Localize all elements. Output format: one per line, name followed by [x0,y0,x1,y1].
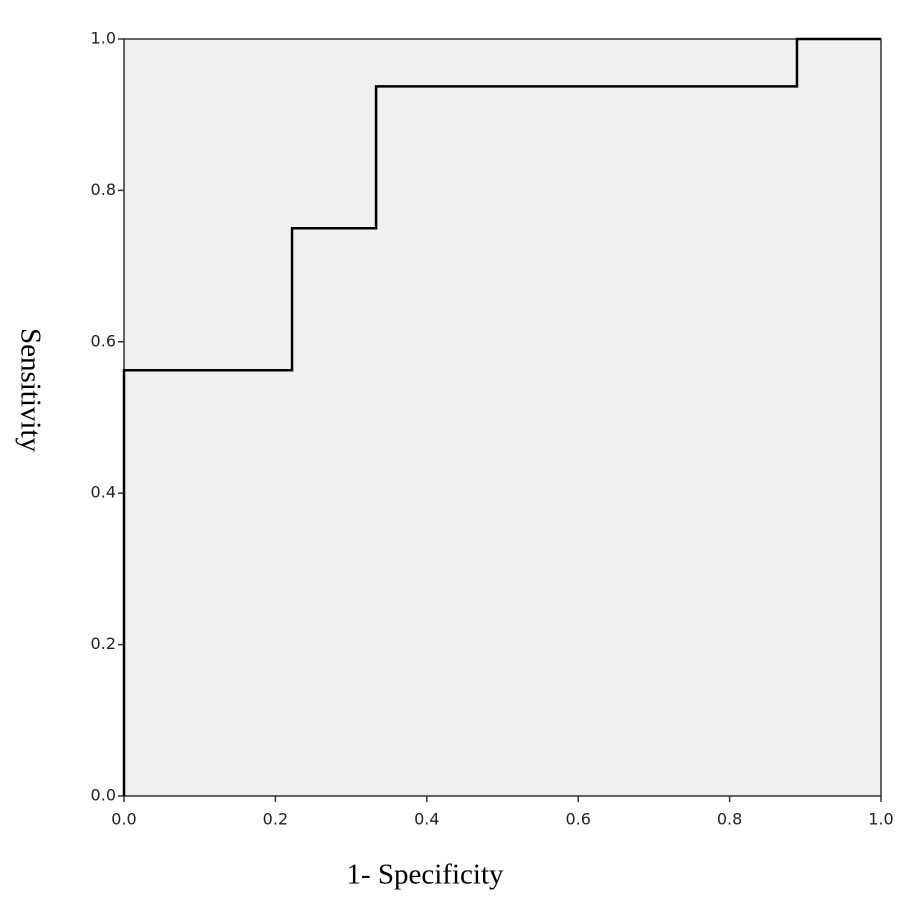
plot-area [123,38,882,797]
x-tick-label: 0.4 [414,810,439,829]
y-tick-label: 0.2 [91,634,116,653]
x-tick-label: 0.2 [263,810,288,829]
y-axis-title: Sensitivity [14,328,46,453]
y-tick-label: 0.0 [91,786,116,805]
x-tick-label: 0.0 [111,810,136,829]
x-tick-label: 0.8 [717,810,742,829]
y-tick-label: 0.4 [91,483,116,502]
roc-line [122,37,881,796]
y-tick-label: 0.8 [91,180,116,199]
y-tick-label: 0.6 [91,331,116,350]
x-tick-label: 0.6 [565,810,590,829]
x-tick-label: 1.0 [868,810,893,829]
x-axis-title: 1- Specificity [346,859,504,891]
y-tick-label: 1.0 [91,29,116,48]
